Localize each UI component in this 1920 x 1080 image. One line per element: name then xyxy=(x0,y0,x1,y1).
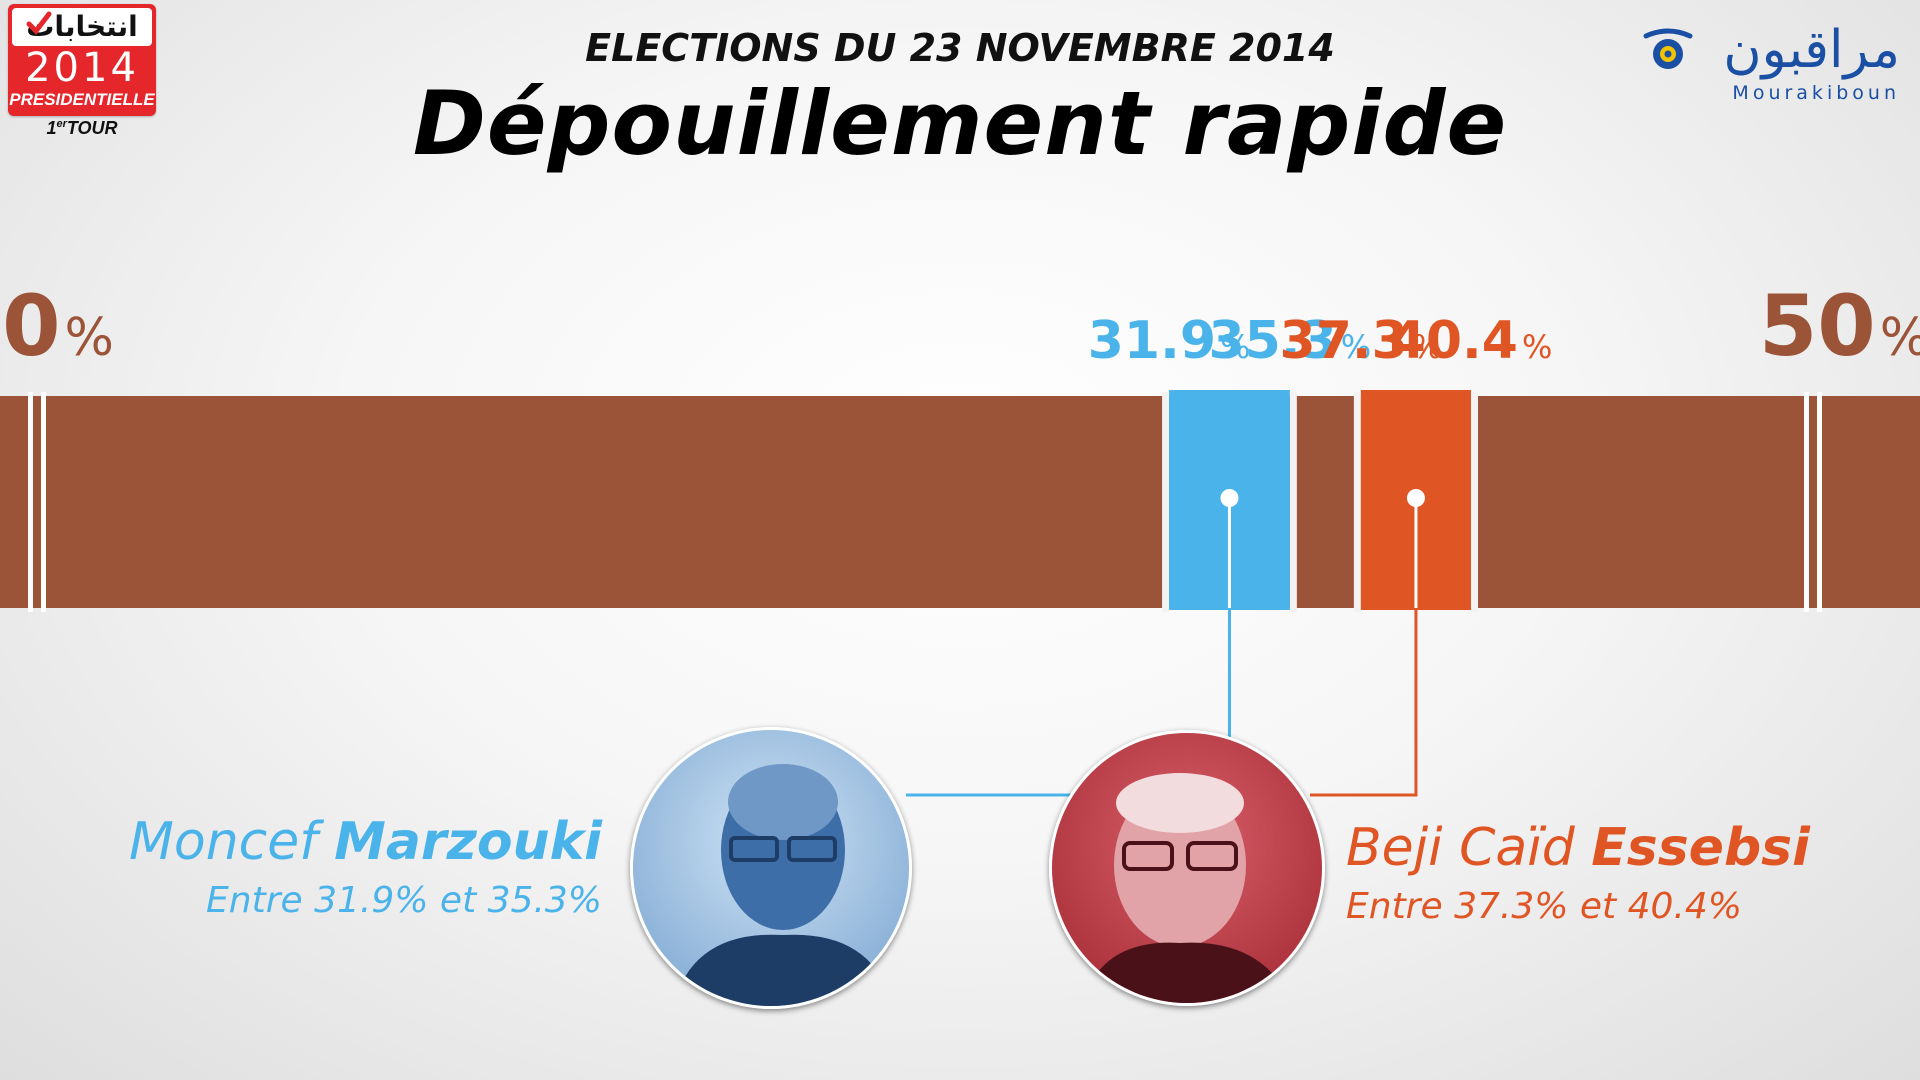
connector-line xyxy=(1310,608,1418,797)
essebsi-portrait-photo xyxy=(1049,730,1325,1006)
axis-tick-label: 0% xyxy=(2,277,114,375)
range-gap-left xyxy=(1353,392,1361,612)
candidate-name: Beji Caïd Essebsi xyxy=(1346,818,1810,878)
portrait-photo-blue xyxy=(633,730,909,1006)
badge-round: 1erTOUR xyxy=(46,118,118,138)
range-high-label: 40.4% xyxy=(1390,311,1553,371)
logo-name: Mourakiboun xyxy=(1732,82,1900,104)
subtitle: ELECTIONS DU 23 NOVEMBRE 2014 xyxy=(585,26,1335,70)
range-gap-right xyxy=(1289,392,1297,612)
range-high-label: 35.3% xyxy=(1208,311,1371,371)
axis-marker-stripe xyxy=(1804,392,1809,612)
candidate-last-name: Marzouki xyxy=(334,812,602,872)
badge-arabic-text: انتخابات xyxy=(12,8,152,46)
range-gap-right xyxy=(1471,392,1479,612)
candidate-range: Entre 37.3% et 40.4% xyxy=(1346,886,1742,927)
range-gap-left xyxy=(1162,392,1170,612)
checkmark-icon xyxy=(26,11,52,35)
page-title: Dépouillement rapide xyxy=(412,72,1508,175)
candidate-first-name: Beji Caïd xyxy=(1346,818,1575,878)
candidate-marzouki: Moncef Marzouki Entre 31.9% et 35.3% xyxy=(129,812,602,921)
candidate-last-name: Essebsi xyxy=(1591,818,1810,878)
axis-marker-stripe xyxy=(28,392,33,612)
candidate-name: Moncef Marzouki xyxy=(129,812,602,872)
candidate-first-name: Moncef xyxy=(129,812,318,872)
eye-icon xyxy=(1643,28,1693,69)
logo-arabic: مراقبون xyxy=(1723,20,1900,80)
badge-year: 2014 xyxy=(25,45,139,91)
range-low-label: 31.9% xyxy=(1088,311,1251,371)
election-badge-box: انتخابات 2014 PRESIDENTIELLE xyxy=(8,4,156,116)
candidate-essebsi: Beji Caïd Essebsi Entre 37.3% et 40.4% xyxy=(1346,818,1810,927)
badge-type: PRESIDENTIELLE xyxy=(9,90,155,109)
scale-bar xyxy=(0,396,1920,608)
marzouki-portrait-photo xyxy=(630,727,912,1009)
axis-marker-stripe xyxy=(41,392,46,612)
axis-marker-stripe xyxy=(1817,392,1822,612)
axis-tick-label: 50% xyxy=(1759,277,1920,375)
portrait-photo-red xyxy=(1052,733,1322,1003)
election-badge: انتخابات 2014 PRESIDENTIELLE 1erTOUR xyxy=(8,4,156,139)
candidate-range: Entre 31.9% et 35.3% xyxy=(206,880,602,921)
mourakiboun-logo: مراقبون Mourakiboun xyxy=(1600,18,1900,108)
